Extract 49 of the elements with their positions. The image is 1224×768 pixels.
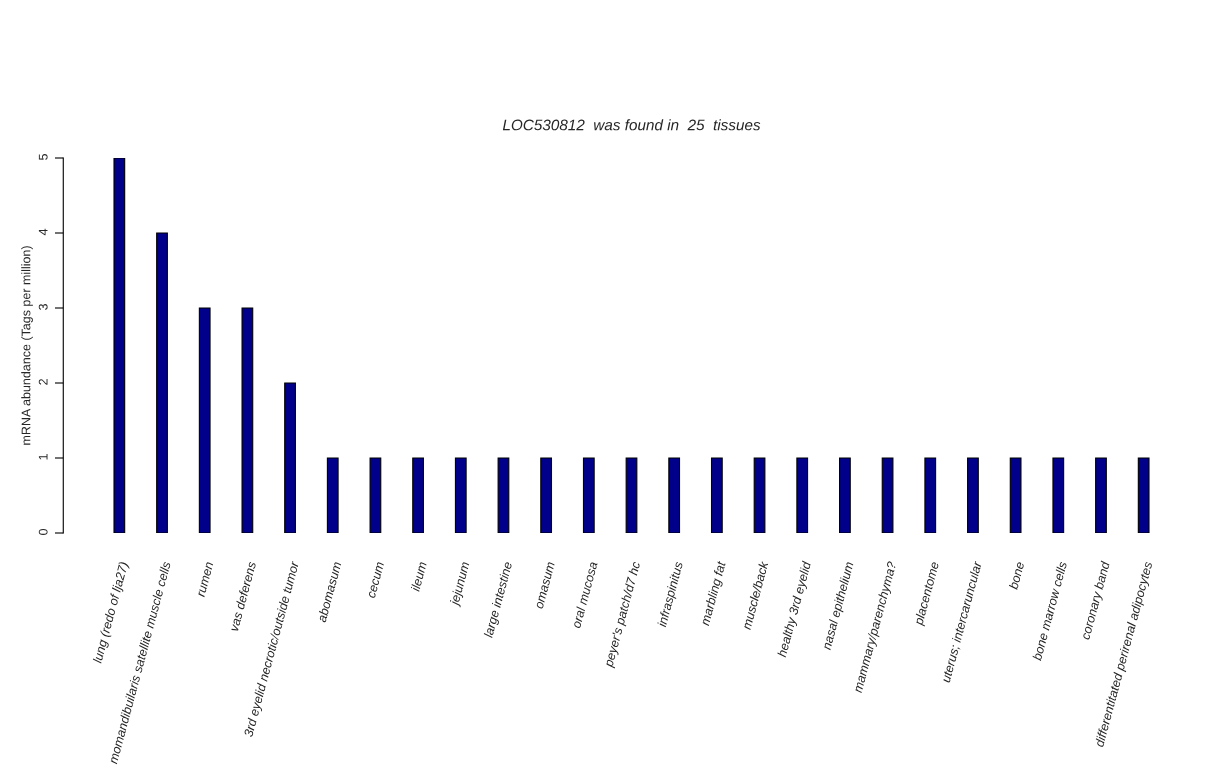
bar	[839, 457, 851, 533]
bar	[668, 457, 681, 533]
y-tick-label: 5	[38, 153, 48, 160]
x-tick-label: rumen	[197, 561, 214, 598]
x-tick-label: cecum	[368, 561, 385, 599]
bar	[198, 307, 211, 533]
bar	[753, 457, 766, 533]
x-tick-label: marbling fat	[700, 560, 729, 627]
chart-title: LOC530812 was found in 25 tissues	[502, 119, 761, 131]
bar	[113, 158, 126, 533]
x-tick-label: peyer's patch/d7 hc	[603, 560, 643, 669]
x-tick-label: coronary band	[1080, 560, 1113, 641]
bar	[156, 232, 168, 533]
x-tick-label: omasum	[536, 561, 555, 610]
bar	[284, 382, 296, 533]
bar	[625, 457, 638, 533]
bar	[412, 457, 424, 533]
bar	[540, 457, 553, 533]
bar	[924, 457, 937, 533]
x-tick-label: jejunum	[449, 561, 472, 608]
bar	[497, 457, 510, 533]
bar	[454, 457, 467, 533]
x-tick-label: ileum	[410, 561, 427, 592]
y-tick-label: 3	[38, 304, 48, 310]
bar	[241, 307, 254, 533]
bar	[1052, 457, 1065, 533]
y-tick-label: 4	[38, 228, 48, 236]
bar	[582, 457, 595, 533]
bar	[796, 457, 809, 533]
bar	[1137, 457, 1150, 533]
bar	[710, 457, 723, 533]
x-tick-label: lung (redo of lja27)	[92, 561, 131, 665]
x-tick-label: vas deferens	[229, 561, 257, 632]
y-tick-label: 1	[38, 454, 48, 460]
y-tick-label: 2	[38, 379, 48, 385]
bar	[1095, 457, 1107, 533]
bar	[967, 457, 979, 533]
y-tick-label: 0	[38, 528, 48, 535]
bar	[369, 457, 382, 533]
x-tick-label: nasal epithelium	[821, 561, 857, 651]
x-tick-label: bone	[1008, 561, 1025, 590]
x-tick-label: large intestine	[483, 561, 515, 639]
bar	[881, 457, 894, 533]
x-tick-label: oral mucosa	[571, 561, 598, 629]
x-tick-label: healthy 3rd eyelid	[776, 560, 814, 659]
bar	[1009, 457, 1022, 533]
y-axis-title: mRNA abundance (Tags per million)	[21, 246, 33, 445]
x-tick-label: bone marrow cells	[1032, 561, 1068, 661]
bar	[326, 457, 339, 533]
